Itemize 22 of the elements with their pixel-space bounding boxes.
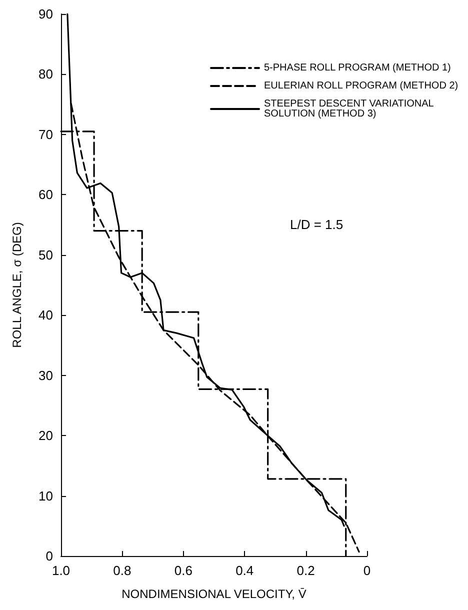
y-tick-label: 0	[46, 548, 53, 564]
y-tick-label: 20	[38, 428, 53, 444]
y-tick-label: 10	[38, 488, 53, 504]
x-tick-label: 0	[363, 563, 371, 578]
x-tick-label: 1.0	[52, 563, 70, 578]
y-tick-label: 60	[38, 187, 53, 202]
legend-label: 5-PHASE ROLL PROGRAM (METHOD 1)	[264, 62, 451, 74]
legend-label: STEEPEST DESCENT VARIATIONAL SOLUTION (METHOD 3)	[264, 98, 436, 120]
x-axis-title: NONDIMENSIONAL VELOCITY, V̄	[122, 587, 306, 601]
y-tick-label: 50	[38, 247, 53, 262]
legend-label: EULERIAN ROLL PROGRAM (METHOD 2)	[264, 80, 458, 92]
x-tick-label: 0.8	[113, 563, 132, 578]
y-tick-label: 30	[38, 368, 53, 383]
y-axis-title: ROLL ANGLE, σ (DEG)	[10, 222, 24, 348]
x-tick-label: 0.4	[236, 563, 254, 578]
y-tick-label: 80	[38, 66, 53, 82]
annotation: L/D = 1.5	[290, 217, 344, 232]
y-tick-label: 90	[38, 6, 53, 22]
y-tick-label: 70	[38, 126, 53, 142]
x-tick-label: 0.2	[296, 563, 315, 578]
y-tick-label: 40	[38, 308, 53, 323]
x-tick-label: 0.6	[174, 563, 192, 578]
